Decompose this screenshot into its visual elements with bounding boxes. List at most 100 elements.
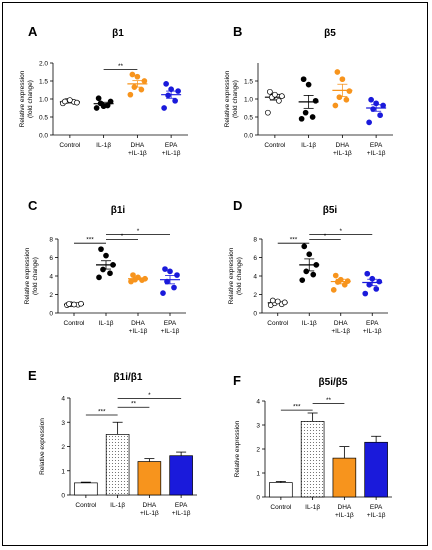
data-point <box>131 84 138 90</box>
data-point <box>138 86 145 93</box>
data-point <box>74 99 80 106</box>
y-tick-label: 3 <box>256 423 260 430</box>
x-tick-label: DHA <box>336 142 350 149</box>
y-axis-label-line: Relative expression <box>19 70 26 127</box>
y-tick-label: 8 <box>49 237 53 244</box>
x-tick-label: +IL-1β <box>172 510 191 517</box>
x-tick-label: EPA <box>175 502 188 509</box>
data-point <box>171 284 177 291</box>
data-point <box>341 281 348 288</box>
panel-title: β5i/β5 <box>319 377 348 388</box>
data-point <box>373 100 379 107</box>
panel-letter: F <box>233 373 241 388</box>
data-point <box>305 81 312 88</box>
y-axis-label: Relative expression(fold change) <box>224 70 239 127</box>
data-point <box>96 274 102 281</box>
data-point <box>300 76 307 83</box>
y-tick-label: 4 <box>49 274 53 281</box>
data-point <box>269 297 276 304</box>
x-tick-label: IL-1β <box>301 142 316 149</box>
y-tick-label: 0 <box>49 311 53 318</box>
data-point <box>366 281 373 288</box>
y-tick-label: 0 <box>253 311 257 318</box>
y-tick-label: 0.0 <box>39 133 48 140</box>
data-point <box>265 109 271 116</box>
data-point <box>310 271 317 278</box>
significance-label: *** <box>86 237 94 244</box>
data-point <box>67 97 73 103</box>
y-tick-label: 1.5 <box>39 79 48 86</box>
y-axis-label: Relative expression(fold change) <box>19 70 34 127</box>
data-point <box>98 246 104 253</box>
y-tick-label: 1.0 <box>39 97 48 104</box>
significance-label: *** <box>98 408 106 415</box>
data-point <box>71 301 77 308</box>
data-point <box>100 266 106 273</box>
data-point <box>380 102 386 109</box>
data-point <box>370 106 376 112</box>
data-point <box>162 266 168 272</box>
bar <box>137 461 162 496</box>
x-tick-label: +IL-1β <box>161 328 180 335</box>
x-tick-label: Control <box>64 320 86 327</box>
y-tick-label: 2 <box>253 292 257 299</box>
data-point <box>279 93 285 99</box>
x-tick-label: +IL-1β <box>363 328 382 335</box>
y-tick-label: 4 <box>61 396 65 403</box>
data-point <box>142 275 148 282</box>
data-point <box>339 76 346 83</box>
y-tick-label: 1.5 <box>244 79 253 86</box>
significance-label: ** <box>326 397 332 404</box>
data-point <box>337 276 344 283</box>
y-axis-label-line: Relative expression <box>228 247 235 304</box>
data-point <box>376 278 383 285</box>
panel-letter: C <box>28 198 38 213</box>
significance-label: * <box>324 233 327 240</box>
panel-letter: D <box>233 198 242 213</box>
bar <box>169 455 193 496</box>
y-tick-label: 8 <box>253 237 257 244</box>
y-tick-label: 4 <box>256 399 260 406</box>
bar <box>74 482 98 496</box>
y-tick-label: 6 <box>253 255 257 262</box>
y-tick-label: 1.0 <box>244 97 253 104</box>
figure-border <box>2 2 428 546</box>
data-point <box>274 298 281 305</box>
x-tick-label: +IL-1β <box>367 512 386 519</box>
panel-title: β5i <box>323 205 338 216</box>
data-point <box>107 98 114 105</box>
x-tick-label: DHA <box>131 142 145 149</box>
y-axis-label: Relative expression(fold change) <box>24 247 39 304</box>
data-point <box>134 73 141 80</box>
data-point <box>110 262 116 268</box>
bar <box>364 441 388 498</box>
data-point <box>362 290 369 297</box>
significance-label: * <box>339 228 342 235</box>
data-point <box>161 105 167 111</box>
y-axis-label: Relative expression <box>234 420 241 477</box>
panel-title: β1i/β1 <box>114 372 143 383</box>
y-tick-label: 2 <box>49 292 53 299</box>
bar <box>269 482 293 498</box>
data-point <box>369 275 376 282</box>
significance-label: *** <box>290 237 298 244</box>
data-point <box>175 88 181 94</box>
data-point <box>62 98 68 105</box>
data-point <box>78 300 84 307</box>
significance-label: * <box>137 228 140 235</box>
data-point <box>366 119 372 126</box>
data-point <box>168 86 174 93</box>
y-axis-label-line: (fold change) <box>236 257 243 295</box>
x-tick-label: IL-1β <box>302 320 317 327</box>
y-tick-label: 2 <box>256 447 260 454</box>
data-point <box>130 272 136 278</box>
y-tick-label: 4 <box>253 274 257 281</box>
panel-title: β1i <box>111 205 126 216</box>
y-tick-label: 0.0 <box>244 133 253 140</box>
data-point <box>332 102 339 109</box>
